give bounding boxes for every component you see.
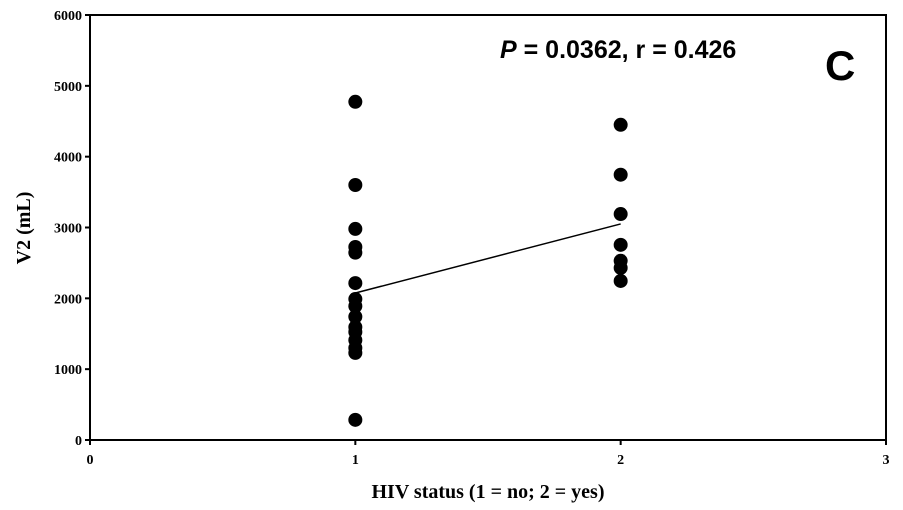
x-tick-label: 2: [617, 453, 624, 468]
point: [348, 245, 363, 260]
point: [348, 345, 363, 360]
plot-frame: [89, 14, 887, 441]
y-tick-label: 1000: [54, 363, 82, 378]
point: [348, 221, 363, 236]
y-tick-label: 3000: [54, 222, 82, 237]
y-tick-label: 4000: [54, 151, 82, 166]
y-tick-label: 2000: [54, 292, 82, 307]
point: [348, 178, 363, 192]
point: [613, 207, 628, 222]
point: [348, 94, 363, 109]
annotation-stats: = 0.0362, r = 0.426: [517, 36, 737, 64]
x-tick-label: 3: [883, 453, 890, 468]
point: [613, 117, 628, 132]
point: [348, 309, 363, 324]
point: [613, 237, 628, 252]
panel-label: C: [825, 42, 855, 89]
point: [613, 273, 628, 288]
point: [348, 299, 363, 314]
y-tick-label: 0: [75, 434, 82, 449]
x-tick-label: 1: [352, 453, 359, 468]
y-tick-label: 6000: [54, 9, 82, 24]
annotation: P = 0.0362, r = 0.426: [500, 36, 736, 64]
y-axis-label: V2 (mL): [13, 192, 35, 265]
x-axis-label: HIV status (1 = no; 2 = yes): [372, 481, 605, 503]
point: [348, 412, 363, 427]
y-tick-label: 5000: [54, 80, 82, 95]
annotation-p: P: [500, 36, 517, 64]
point: [613, 260, 628, 275]
fit-line: [355, 223, 621, 294]
point: [348, 276, 363, 291]
point: [613, 167, 628, 182]
x-tick-label: 0: [87, 453, 94, 468]
